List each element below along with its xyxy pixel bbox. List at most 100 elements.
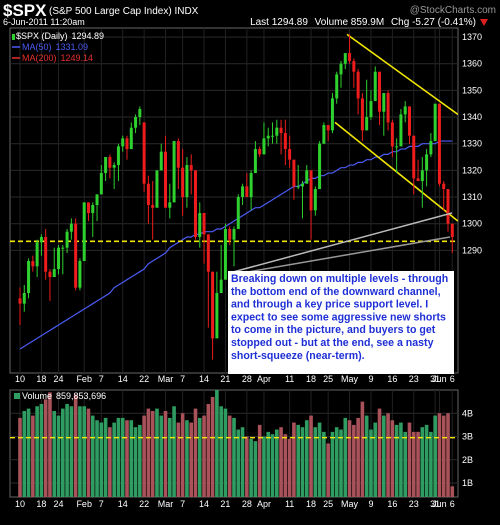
annotation-line: the bottom end of the downward channel, [231, 286, 441, 298]
volume-bar [197, 417, 202, 497]
volume-bar [215, 390, 219, 497]
x-tick-label: 7 [180, 374, 185, 384]
legend-name: Volume [22, 391, 52, 401]
y-tick-label: 1370 [462, 32, 482, 42]
legend-value: 1294.89 [72, 31, 105, 41]
volume-bar [78, 406, 82, 497]
y-tick-label: 2B [462, 455, 473, 465]
candle-body [18, 298, 22, 304]
candle-body [382, 93, 386, 112]
x-tick-label: 31 [430, 374, 440, 384]
volume-bar [369, 429, 373, 497]
volume-bar [416, 431, 420, 497]
candle-body [202, 213, 206, 235]
x-tick-label: 7 [99, 499, 104, 509]
volume-bar [360, 401, 365, 497]
volume-bar [373, 422, 378, 497]
candle-body [69, 223, 73, 232]
candle-body [219, 279, 223, 294]
candle-body [108, 157, 112, 168]
candle-body [386, 93, 390, 123]
candle-body [407, 106, 411, 136]
volume-bar [65, 403, 69, 497]
volume-bar [90, 415, 95, 497]
volume-bar [313, 427, 318, 497]
volume-bar [103, 417, 108, 497]
x-tick-label: 18 [36, 499, 46, 509]
candle-body [99, 173, 103, 195]
volume-bar [116, 417, 121, 497]
volume-bar [206, 403, 211, 497]
candle-body [305, 170, 309, 184]
volume-bar [180, 413, 185, 497]
annotation-line: and through a key price support level. I [231, 299, 428, 311]
volume-bar [249, 438, 253, 497]
candle-body [121, 138, 125, 147]
candle-body [82, 202, 86, 262]
candle-body [322, 125, 326, 144]
candle-body [356, 71, 360, 99]
x-tick-label: Feb [76, 499, 92, 509]
x-tick-label: 10 [15, 499, 25, 509]
x-tick-label: 21 [220, 499, 230, 509]
candle-body [61, 247, 65, 249]
volume-bar [31, 415, 35, 497]
candle-body [249, 173, 253, 198]
x-tick-label: 9 [368, 374, 373, 384]
candle-body [352, 61, 356, 72]
x-tick-label: 16 [387, 499, 397, 509]
candle-body [313, 189, 317, 211]
volume-bar [275, 429, 279, 497]
legend-entry: MA(50) 1331.09 [22, 42, 88, 52]
candle-body [104, 157, 108, 174]
volume-bar [399, 422, 403, 497]
candle-body [44, 237, 48, 272]
candle-body [48, 271, 52, 278]
volume: Volume 859.9M [315, 17, 385, 28]
volume-bar [382, 415, 386, 497]
volume-bar [112, 422, 116, 497]
x-tick-label: Apr [257, 499, 271, 509]
y-tick-label: 1330 [462, 139, 482, 149]
annotation-line: short-squeeze (near-term). [231, 350, 365, 362]
volume-bar [142, 415, 146, 497]
volume-bar [22, 410, 27, 497]
candle-body [211, 271, 215, 339]
volume-bar [377, 408, 382, 497]
volume-bar [82, 406, 86, 497]
candle-body [343, 53, 347, 64]
candle-body [326, 125, 330, 131]
candle-body [31, 261, 35, 267]
candle-body [335, 74, 339, 99]
candle-body [360, 98, 364, 131]
candle-body [318, 143, 322, 190]
candle-body [450, 223, 454, 238]
legend-entry: Volume 859,853,696 [22, 391, 106, 401]
volume-bar [441, 415, 446, 497]
volume-bar [403, 431, 407, 497]
candle-body [86, 202, 90, 214]
candle-body [142, 122, 146, 184]
candle-body [176, 141, 180, 168]
candle-body [412, 135, 416, 179]
candle-body [271, 135, 275, 137]
annotation-line: Breaking down on multiple levels - throu… [231, 273, 448, 285]
volume-bar [61, 408, 65, 497]
volume-bar [86, 408, 91, 497]
x-tick-label: Mar [158, 499, 174, 509]
candle-body [134, 117, 138, 128]
volume-bar [56, 415, 61, 497]
x-tick-label: May [341, 499, 359, 509]
candle-body [185, 165, 189, 198]
y-tick-label: 1300 [462, 219, 482, 229]
legend-swatch [12, 34, 15, 40]
candle-body [35, 242, 39, 267]
x-tick-label: 18 [36, 374, 46, 384]
candle-body [416, 178, 420, 182]
candle-body [279, 127, 283, 134]
candle-body [57, 247, 61, 270]
candle-body [116, 146, 120, 166]
volume-bar [356, 417, 360, 497]
candle-body [369, 101, 373, 118]
x-tick-label: 24 [54, 499, 64, 509]
